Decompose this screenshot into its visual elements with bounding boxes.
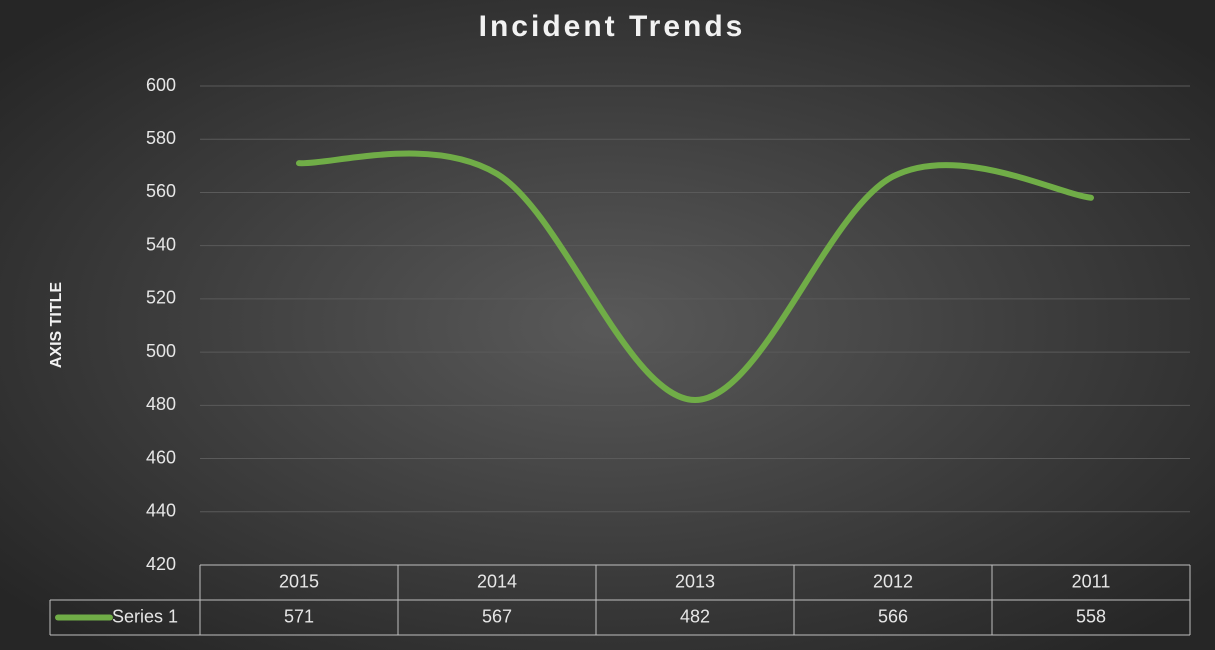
- x-tick-label: 2015: [279, 571, 319, 591]
- data-table-value: 567: [482, 606, 512, 626]
- y-tick-label: 520: [146, 288, 176, 308]
- y-tick-label: 500: [146, 341, 176, 361]
- data-table-value: 558: [1076, 606, 1106, 626]
- data-table-value: 482: [680, 606, 710, 626]
- y-tick-label: 420: [146, 554, 176, 574]
- x-tick-label: 2014: [477, 571, 517, 591]
- y-tick-label: 600: [146, 75, 176, 95]
- y-tick-label: 480: [146, 394, 176, 414]
- legend-label: Series 1: [112, 606, 178, 626]
- chart-title: Incident Trends: [479, 10, 746, 43]
- y-tick-label: 440: [146, 501, 176, 521]
- x-tick-label: 2012: [873, 571, 913, 591]
- x-tick-label: 2011: [1072, 571, 1111, 591]
- y-axis-title: AXIS TITLE: [48, 282, 65, 369]
- data-table-value: 566: [878, 606, 908, 626]
- y-tick-label: 460: [146, 447, 176, 467]
- data-table-value: 571: [284, 606, 314, 626]
- y-tick-label: 560: [146, 181, 176, 201]
- line-series: [296, 150, 1094, 404]
- x-tick-label: 2013: [675, 571, 715, 591]
- y-tick-label: 580: [146, 128, 176, 148]
- y-tick-label: 540: [146, 234, 176, 254]
